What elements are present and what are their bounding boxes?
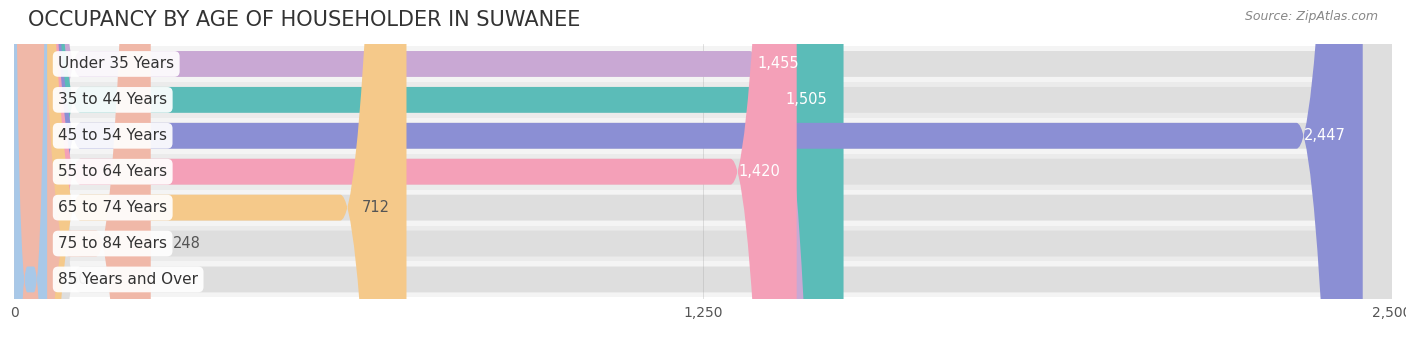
FancyBboxPatch shape bbox=[14, 0, 797, 340]
FancyBboxPatch shape bbox=[14, 0, 1392, 340]
Bar bbox=[14, 261, 1392, 298]
Text: 85 Years and Over: 85 Years and Over bbox=[58, 272, 198, 287]
Text: 55 to 64 Years: 55 to 64 Years bbox=[58, 164, 167, 179]
FancyBboxPatch shape bbox=[14, 0, 1392, 340]
Text: 1,505: 1,505 bbox=[786, 92, 827, 107]
Bar bbox=[14, 190, 1392, 225]
FancyBboxPatch shape bbox=[14, 0, 1392, 340]
Text: 60: 60 bbox=[69, 272, 87, 287]
FancyBboxPatch shape bbox=[14, 0, 844, 340]
Text: OCCUPANCY BY AGE OF HOUSEHOLDER IN SUWANEE: OCCUPANCY BY AGE OF HOUSEHOLDER IN SUWAN… bbox=[28, 10, 581, 30]
Text: 65 to 74 Years: 65 to 74 Years bbox=[58, 200, 167, 215]
FancyBboxPatch shape bbox=[14, 0, 1392, 340]
Bar bbox=[14, 118, 1392, 154]
Text: 1,455: 1,455 bbox=[758, 56, 800, 71]
Bar bbox=[14, 82, 1392, 118]
Text: 35 to 44 Years: 35 to 44 Years bbox=[58, 92, 167, 107]
FancyBboxPatch shape bbox=[14, 0, 150, 340]
Text: 712: 712 bbox=[361, 200, 389, 215]
Text: Source: ZipAtlas.com: Source: ZipAtlas.com bbox=[1244, 10, 1378, 23]
FancyBboxPatch shape bbox=[14, 0, 1392, 340]
FancyBboxPatch shape bbox=[14, 0, 406, 340]
Text: 2,447: 2,447 bbox=[1305, 128, 1346, 143]
FancyBboxPatch shape bbox=[14, 0, 815, 340]
Text: 75 to 84 Years: 75 to 84 Years bbox=[58, 236, 167, 251]
FancyBboxPatch shape bbox=[14, 0, 1392, 340]
Text: Under 35 Years: Under 35 Years bbox=[58, 56, 174, 71]
Text: 248: 248 bbox=[173, 236, 201, 251]
Text: 45 to 54 Years: 45 to 54 Years bbox=[58, 128, 167, 143]
Bar bbox=[14, 225, 1392, 261]
FancyBboxPatch shape bbox=[14, 0, 48, 340]
Text: 1,420: 1,420 bbox=[738, 164, 780, 179]
Bar bbox=[14, 154, 1392, 190]
FancyBboxPatch shape bbox=[14, 0, 1392, 340]
Bar bbox=[14, 46, 1392, 82]
FancyBboxPatch shape bbox=[14, 0, 1362, 340]
